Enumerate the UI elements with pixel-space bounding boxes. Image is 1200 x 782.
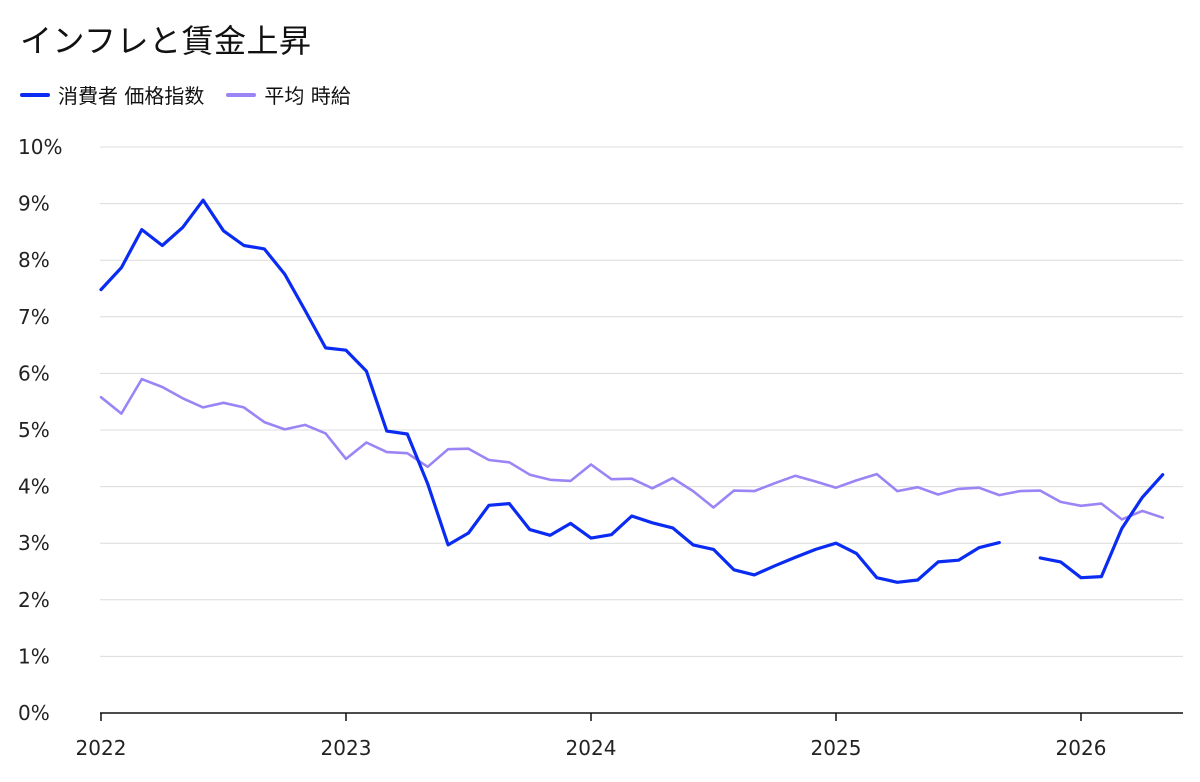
series-line-wages bbox=[99, 377, 1164, 521]
x-tick-label: 2026 bbox=[1056, 736, 1107, 760]
y-tick-label: 5% bbox=[18, 418, 50, 442]
legend-swatch-wages bbox=[226, 92, 257, 97]
chart-legend: 消費者 価格指数 平均 時給 bbox=[20, 80, 351, 109]
y-tick-label: 2% bbox=[18, 588, 50, 612]
legend-item-wages: 平均 時給 bbox=[226, 80, 351, 109]
y-tick-label: 0% bbox=[18, 701, 50, 725]
y-tick-label: 8% bbox=[18, 248, 50, 272]
y-tick-label: 9% bbox=[18, 192, 50, 216]
y-tick-label: 3% bbox=[18, 531, 50, 555]
legend-item-cpi: 消費者 価格指数 bbox=[20, 80, 204, 109]
y-tick-label: 4% bbox=[18, 475, 50, 499]
legend-swatch-cpi bbox=[20, 92, 50, 97]
x-tick-label: 2025 bbox=[811, 736, 862, 760]
y-tick-label: 10% bbox=[18, 135, 62, 159]
x-tick-label: 2022 bbox=[76, 736, 127, 760]
legend-label-wages: 平均 時給 bbox=[264, 84, 351, 108]
x-tick-label: 2024 bbox=[566, 736, 617, 760]
y-tick-label: 7% bbox=[18, 305, 50, 329]
y-tick-label: 1% bbox=[18, 644, 50, 668]
series-line-cpi bbox=[99, 198, 1165, 584]
y-tick-label: 6% bbox=[18, 361, 50, 385]
legend-label-cpi: 消費者 価格指数 bbox=[58, 84, 205, 108]
x-tick-label: 2023 bbox=[321, 736, 372, 760]
chart-title: インフレと賃金上昇 bbox=[20, 22, 312, 60]
